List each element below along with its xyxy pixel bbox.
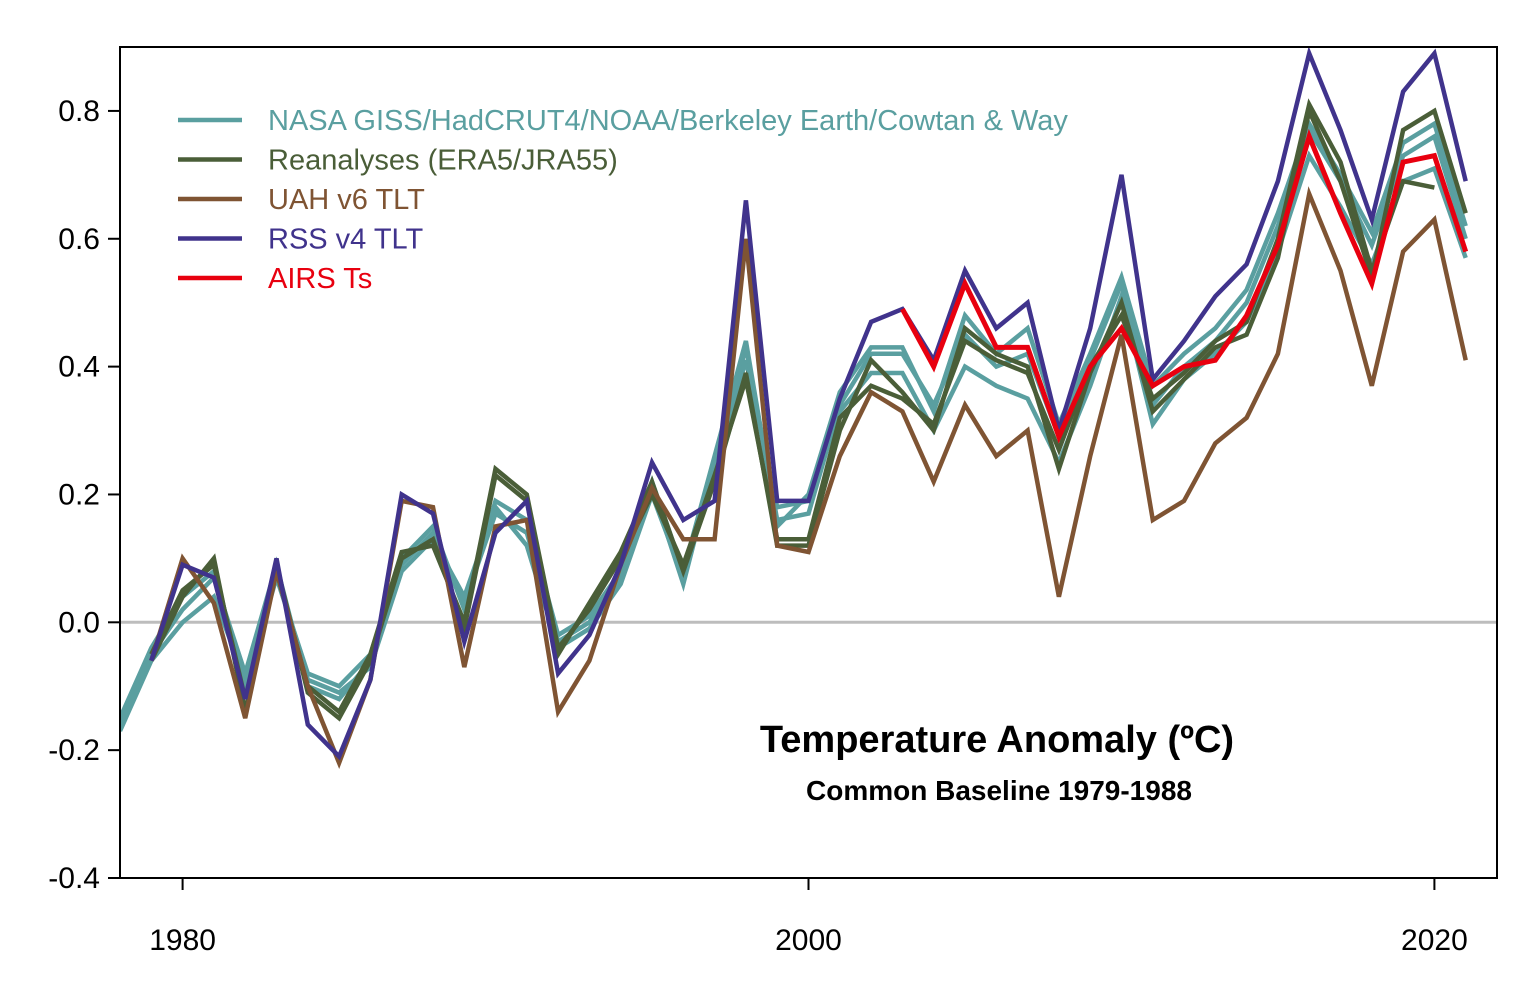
- series-5: [900, 128, 1469, 444]
- y-tick-label: 0.4: [58, 351, 100, 384]
- series-line: [149, 47, 1468, 761]
- legend-label: NASA GISS/HadCRUT4/NOAA/Berkeley Earth/C…: [268, 105, 1068, 137]
- series-layer: [120, 47, 1469, 770]
- x-tick-label: 2020: [1401, 924, 1468, 957]
- series-line: [120, 124, 1468, 726]
- x-tick-label: 1980: [149, 924, 216, 957]
- chart-subtitle: Common Baseline 1979-1988: [806, 775, 1192, 806]
- y-tick-label: -0.2: [48, 734, 100, 767]
- legend-label: RSS v4 TLT: [268, 224, 424, 256]
- chart-title: Temperature Anomaly (ºC): [760, 719, 1234, 761]
- y-tick-label: 0.6: [58, 223, 100, 256]
- series-line: [900, 128, 1469, 444]
- legend-label: UAH v6 TLT: [268, 184, 425, 216]
- series-line: [149, 98, 1435, 716]
- legend-label: Reanalyses (ERA5/JRA55): [268, 145, 618, 177]
- x-tick-label: 2000: [775, 924, 842, 957]
- y-tick-label: 0.0: [58, 606, 100, 639]
- y-tick-label: 0.2: [58, 478, 100, 511]
- y-tick-label: 0.8: [58, 95, 100, 128]
- legend-label: AIRS Ts: [268, 263, 372, 295]
- axis-layer: -0.4 -0.2 0.0 0.2 0.4 0.6 0.8 1980 2000 2020: [48, 95, 1467, 957]
- series-line: [120, 118, 1468, 720]
- legend: NASA GISS/HadCRUT4/NOAA/Berkeley Earth/C…: [178, 105, 1068, 295]
- series-4: [149, 47, 1468, 761]
- y-tick-label: -0.4: [48, 862, 100, 895]
